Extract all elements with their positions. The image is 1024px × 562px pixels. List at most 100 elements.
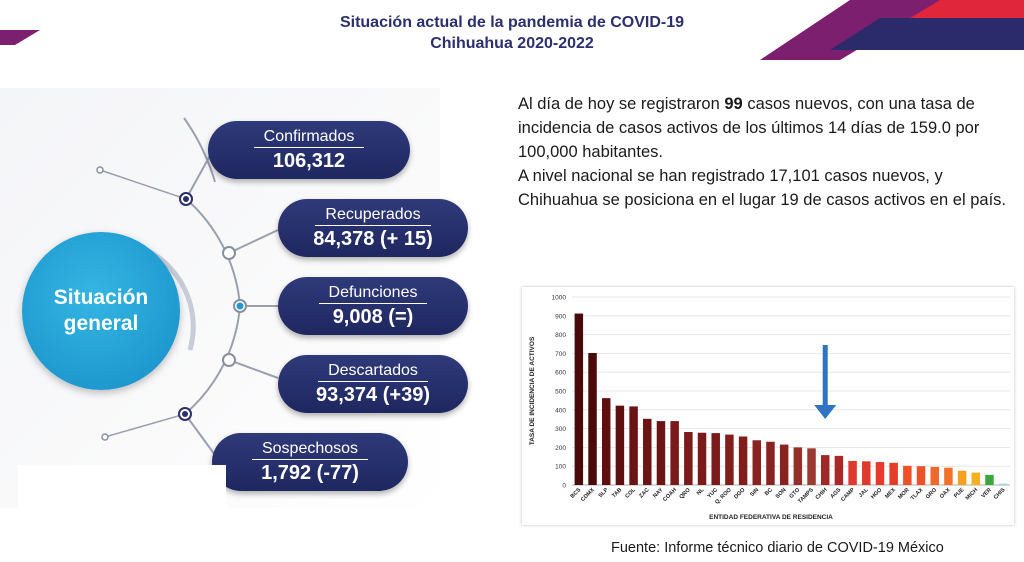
y-tick-label: 800 (555, 332, 566, 339)
y-tick-label: 500 (555, 389, 566, 396)
bar-bc (766, 441, 775, 485)
source-note: Fuente: Informe técnico diario de COVID-… (611, 540, 944, 556)
bar-bcs (574, 313, 584, 485)
bar-son (779, 444, 789, 485)
x-tick-label: TLAX (910, 487, 925, 502)
y-tick-label: 300 (555, 426, 566, 433)
summary-paragraph-2: A nivel nacional se han registrado 17,10… (518, 167, 1006, 209)
stub-end-1 (96, 166, 104, 174)
bar-slp (601, 398, 611, 485)
x-tick-label: ZAC (638, 487, 650, 499)
node-dot-3-center (236, 302, 244, 310)
stat-pill-descartados: Descartados 93,374 (+39) (278, 355, 468, 413)
x-tick-label: COL (624, 487, 637, 500)
bar-zac (643, 418, 652, 485)
connector-5 (184, 413, 216, 456)
bar-camp (848, 460, 857, 485)
bar-nay (656, 421, 666, 485)
stat-label: Confirmados (253, 127, 365, 148)
x-tick-label: CDMX (580, 487, 596, 503)
stat-pill-confirmados: Confirmados 106,312 (208, 121, 410, 179)
page-title: Situación actual de la pandemia de COVID… (0, 12, 1024, 54)
y-tick-label: 400 (555, 407, 566, 414)
connector-1 (185, 151, 213, 200)
bar-tlax (916, 466, 926, 485)
node-dot-4 (222, 353, 236, 367)
y-tick-label: 0 (562, 483, 566, 490)
bar-hgo (875, 462, 885, 485)
stat-value: 84,378 (+ 15) (313, 228, 433, 250)
x-tick-label: CAMP (840, 487, 856, 503)
y-tick-label: 600 (555, 370, 566, 377)
bar-coah (670, 421, 679, 485)
bar-mich (971, 472, 981, 485)
x-tick-label: MICH (965, 487, 979, 501)
y-tick-label: 700 (555, 351, 566, 358)
x-tick-label: BC (764, 487, 774, 497)
x-tick-label: CHIH (815, 487, 829, 501)
x-tick-label: GRO (925, 487, 939, 501)
x-tick-label: PUE (953, 487, 966, 500)
bar-ags (834, 455, 844, 485)
stat-value: 1,792 (-77) (261, 462, 359, 484)
title-line-1: Situación actual de la pandemia de COVID… (339, 14, 685, 31)
stat-value: 9,008 (=) (332, 306, 414, 328)
bar-gto (793, 447, 803, 485)
x-tick-label: DGO (733, 487, 747, 501)
summary-hub-circle: Situación general (22, 232, 180, 390)
x-tick-label: VER (980, 487, 992, 499)
bar-ver (985, 474, 994, 485)
summary-p1-start: Al día de hoy se registraron (518, 95, 725, 113)
x-tick-label: COAH (662, 487, 678, 503)
x-tick-label: MOR (897, 487, 910, 500)
x-tick-label: MEX (884, 487, 897, 500)
y-tick-label: 1000 (552, 295, 567, 302)
bar-qroo (725, 434, 734, 485)
bar-sin (752, 440, 762, 485)
x-tick-label: SON (775, 487, 788, 500)
x-tick-label: TAB (611, 487, 623, 499)
bar-cdmx (588, 353, 597, 485)
x-tick-label: NL (696, 487, 706, 497)
bar-nl (697, 432, 707, 485)
bar-chih (820, 455, 830, 485)
summary-paragraph-1: Al día de hoy se registraron 99 casos nu… (518, 92, 1008, 164)
stat-value: 93,374 (+39) (316, 384, 430, 406)
bar-qro (684, 431, 693, 485)
stat-label: Sospechosos (251, 439, 369, 460)
node-dot-1-center (183, 196, 189, 202)
stat-label: Descartados (318, 361, 428, 382)
stat-label: Defunciones (318, 283, 428, 304)
connector-2 (228, 229, 279, 254)
y-tick-label: 200 (555, 445, 566, 452)
connector-stub-5 (104, 413, 186, 438)
blank-panel (18, 465, 226, 545)
x-tick-label: CHIS (993, 487, 1007, 501)
bar-gro (930, 466, 939, 485)
bar-tab (615, 405, 625, 485)
stat-pill-defunciones: Defunciones 9,008 (=) (278, 277, 468, 335)
bar-chis (998, 483, 1008, 485)
incidence-chart: 0 100 200 300 400 500 600 700 800 900 1000 BCS CDMX S… (522, 287, 1014, 525)
title-line-2: Chihuahua 2020-2022 (430, 35, 594, 52)
hub-line-1: Situación (53, 286, 149, 309)
x-tick-label: QRO (678, 487, 692, 501)
y-axis-title: TASA DE INCIDENCIA DE ACTIVOS (529, 336, 536, 445)
connector-arc-inner (183, 117, 216, 183)
x-tick-label: SLP (598, 487, 610, 499)
stat-pill-sospechosos: Sospechosos 1,792 (-77) (212, 433, 408, 491)
bar-tamps (807, 448, 816, 485)
x-tick-label: HGO (870, 487, 884, 501)
bar-mex (889, 462, 898, 485)
bar-pue (957, 470, 967, 485)
bar-mor (903, 465, 912, 485)
bar-jal (862, 461, 871, 485)
bar-oax (944, 467, 953, 485)
y-tick-label: 100 (555, 464, 566, 471)
bar-col (629, 406, 638, 485)
highlight-arrow-shaft (822, 345, 828, 407)
x-tick-label: JAL (858, 487, 870, 499)
x-axis-title: ENTIDAD FEDERATIVA DE RESIDENCIA (709, 514, 833, 521)
x-tick-label: OAX (939, 487, 952, 500)
connector-4 (228, 359, 279, 379)
